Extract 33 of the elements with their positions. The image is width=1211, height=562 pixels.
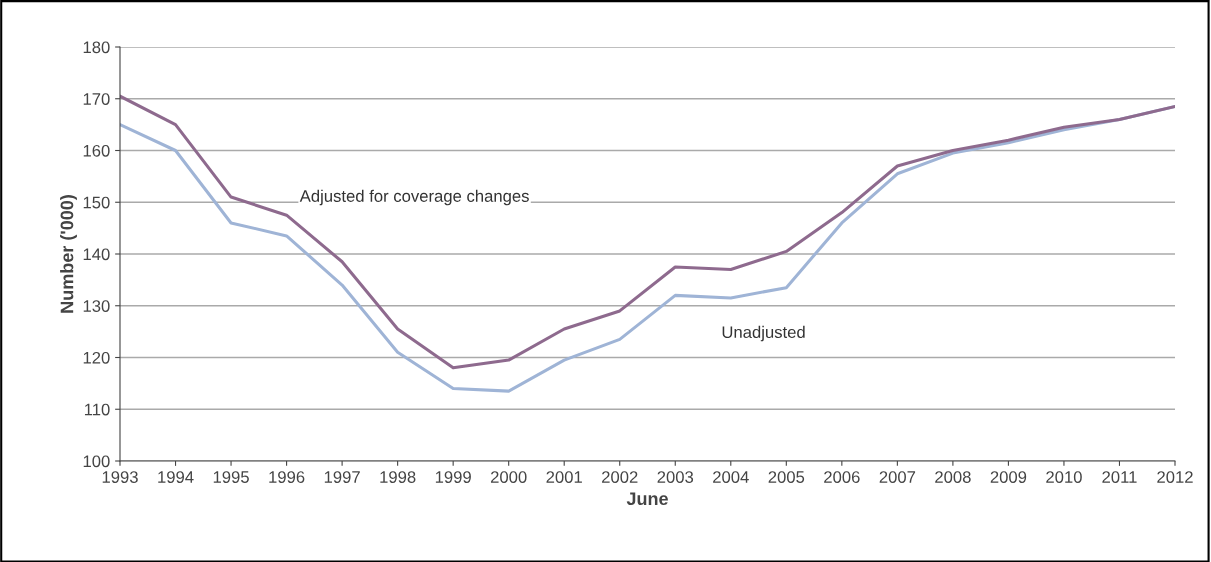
x-tick-label: 1996 <box>269 471 305 483</box>
x-tick-label: 2001 <box>546 471 582 483</box>
y-tick-label: 160 <box>83 144 110 157</box>
x-tick-label: 2010 <box>1046 471 1082 483</box>
x-tick-label: 2008 <box>935 471 971 483</box>
x-tick-label: 2003 <box>657 471 694 483</box>
x-tick-label: 1997 <box>324 471 360 483</box>
x-tick-label: 1995 <box>213 471 249 483</box>
y-tick-label: 100 <box>83 455 110 468</box>
y-axis-title: Number ('000) <box>60 195 77 313</box>
x-tick-label: 1999 <box>435 471 471 483</box>
y-tick-label: 170 <box>83 93 110 105</box>
x-tick-label: 2000 <box>490 471 527 483</box>
x-tick-label: 2012 <box>1157 471 1193 483</box>
y-tick-label: 120 <box>83 351 110 364</box>
x-tick-label: 1998 <box>380 471 416 483</box>
series-label: Unadjusted <box>722 325 805 342</box>
y-tick-label: 150 <box>83 196 110 209</box>
x-tick-label: 2005 <box>768 471 805 483</box>
x-tick-label: 2009 <box>990 471 1027 483</box>
x-tick-label: 2006 <box>824 471 860 483</box>
y-tick-label: 130 <box>83 300 110 312</box>
x-tick-label: 2007 <box>879 471 916 483</box>
y-tick-label: 180 <box>83 41 110 54</box>
x-axis-title: June <box>626 492 668 506</box>
x-tick-label: 1993 <box>102 471 138 483</box>
x-tick-label: 2011 <box>1102 471 1137 483</box>
series-label: Adjusted for coverage changes <box>299 189 529 206</box>
y-tick-label: 140 <box>83 248 110 261</box>
x-tick-label: 2004 <box>713 471 749 483</box>
y-tick-label: 110 <box>84 403 110 416</box>
x-tick-label: 2002 <box>602 471 638 483</box>
x-tick-label: 1994 <box>158 471 194 483</box>
